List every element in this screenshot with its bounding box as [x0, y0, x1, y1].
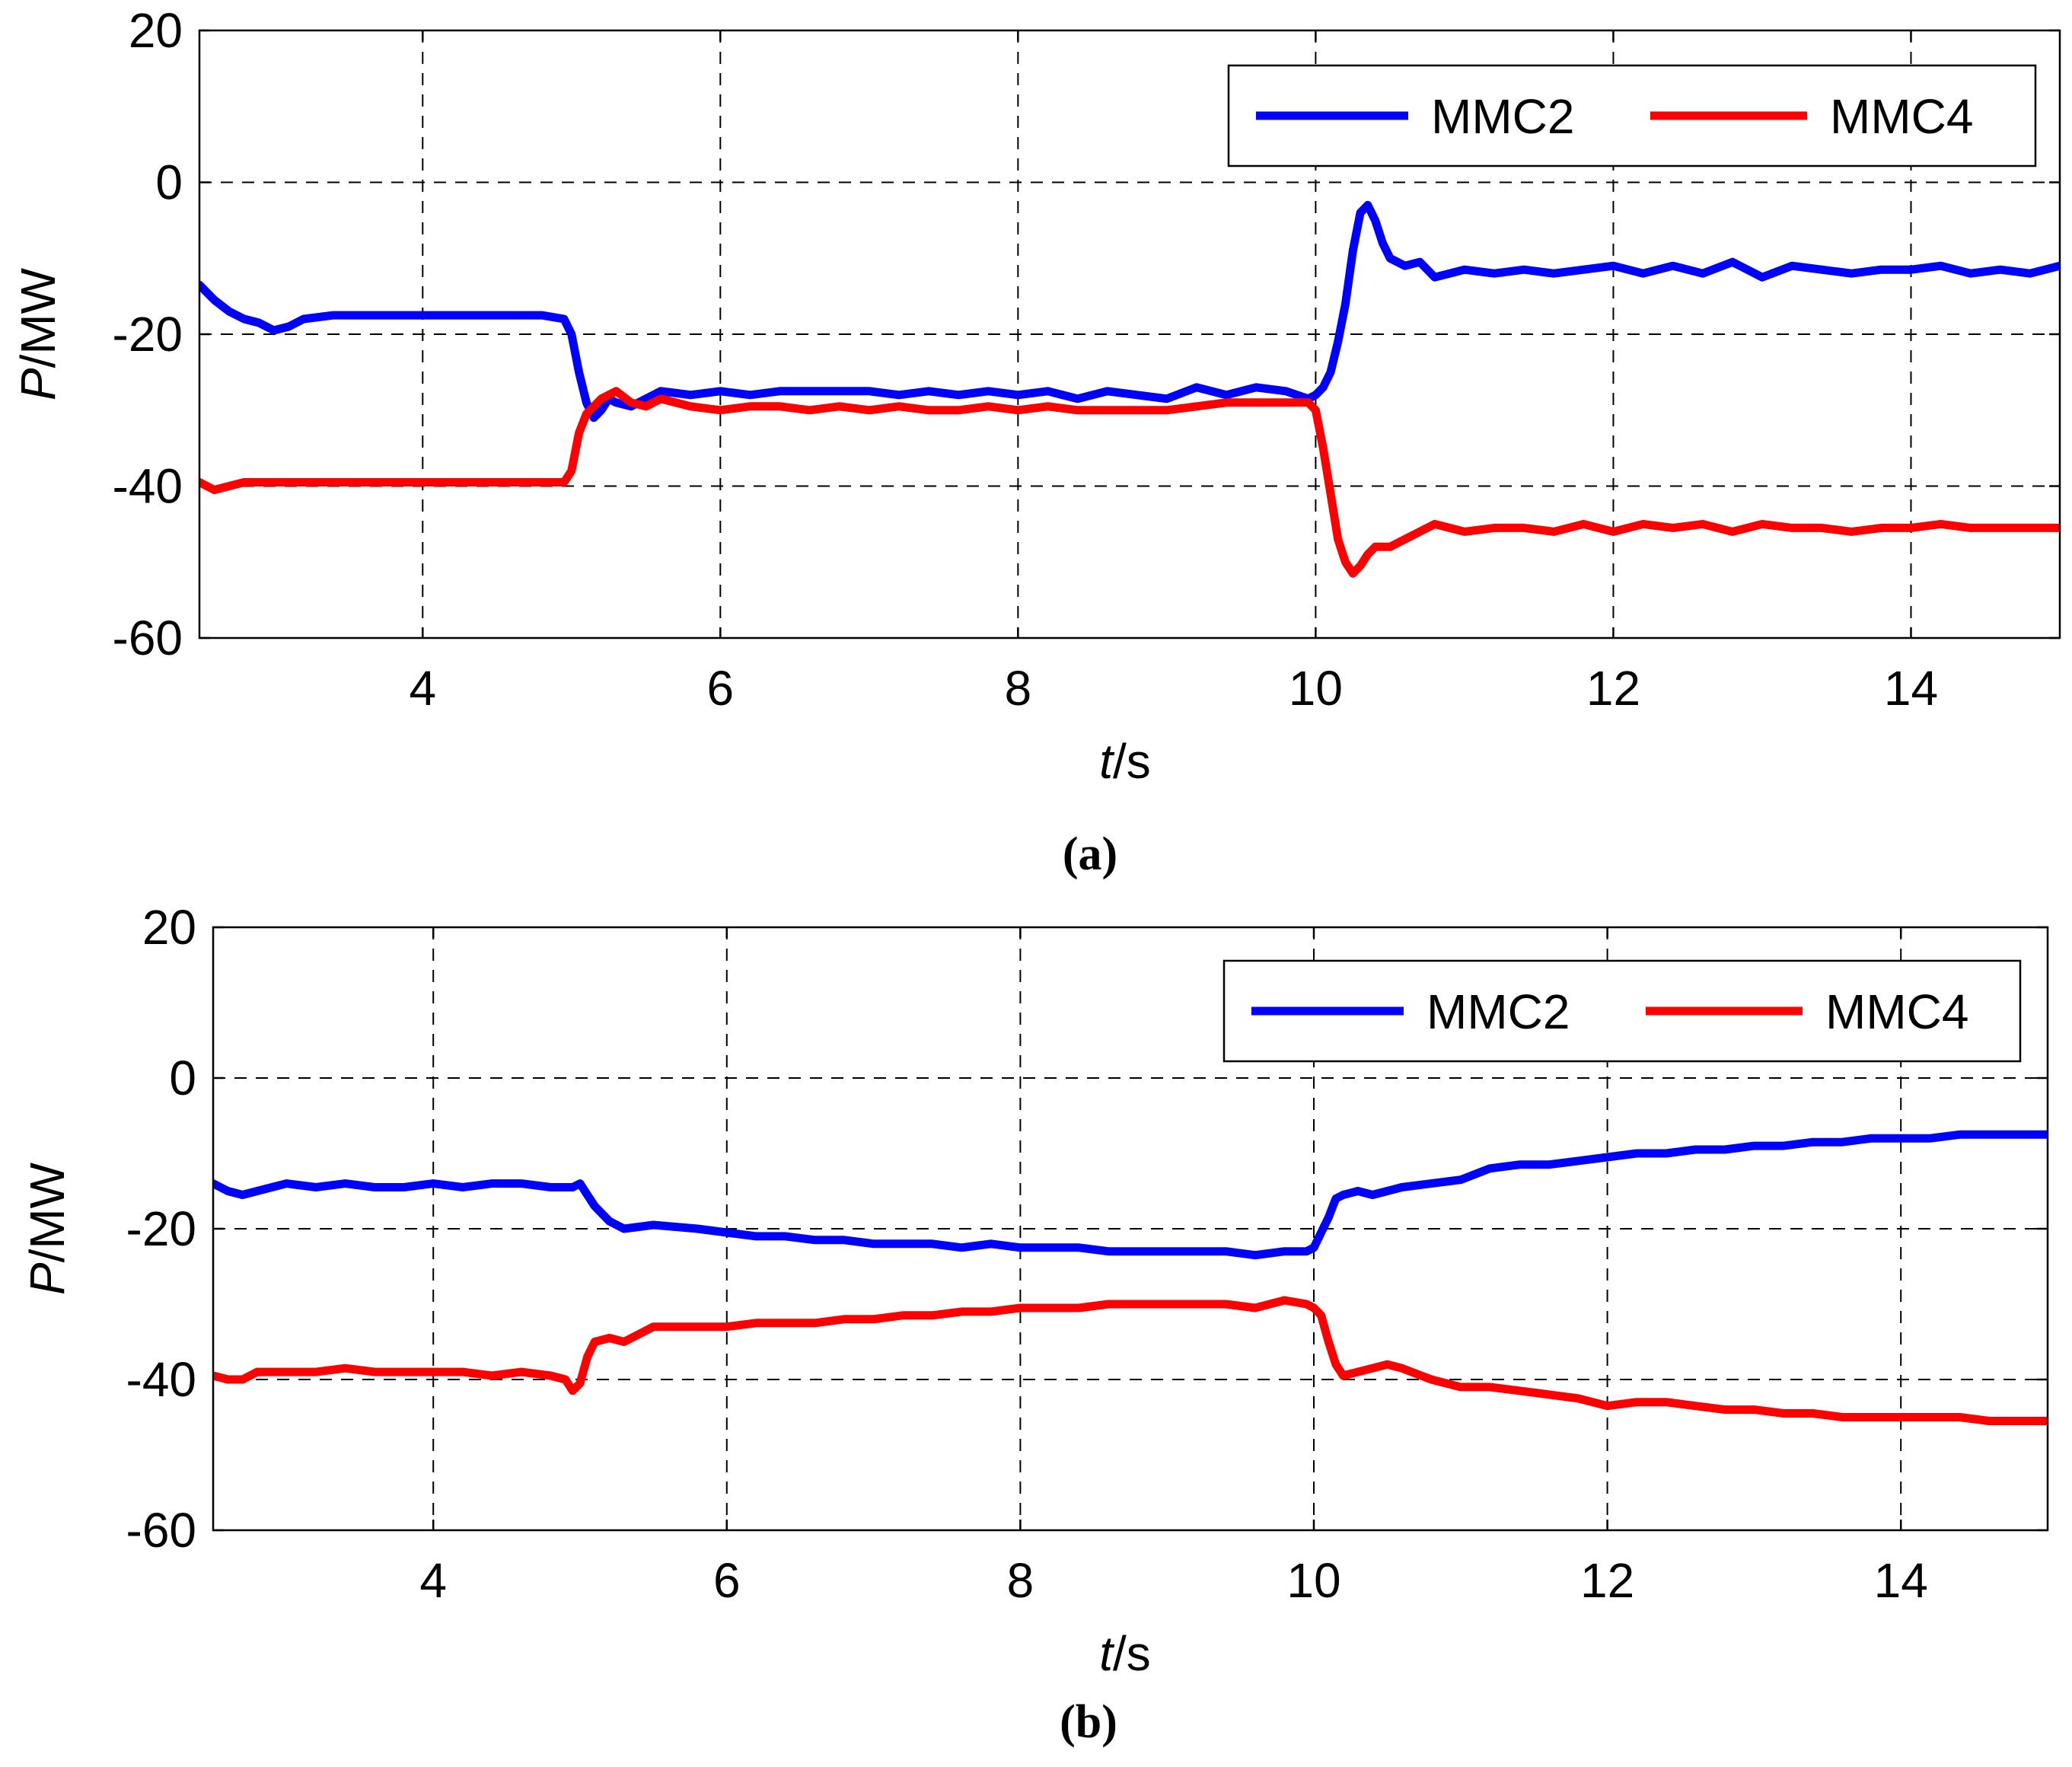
x-tick-label: 10	[1286, 1553, 1340, 1608]
x-tick-label: 10	[1289, 661, 1343, 716]
x-axis-title: t/s	[1099, 1626, 1151, 1681]
y-tick-label: 0	[155, 155, 183, 210]
x-axis-title: t/s	[1099, 734, 1151, 789]
chart-panel-b: 4 6 8 10 12 14 20 0 -20 -40 -60 MMC2 MMC4 t/s P/MW (b)	[20, 900, 2049, 1748]
legend-label-mmc2: MMC2	[1431, 89, 1574, 144]
plot-area	[213, 1130, 2048, 1425]
panel-caption: (b)	[1060, 1696, 1117, 1748]
y-tick-label: -60	[113, 611, 183, 665]
y-tick-label: -20	[126, 1201, 197, 1256]
y-tick-label: 20	[129, 3, 183, 58]
x-tick-label: 8	[1005, 661, 1032, 716]
series-line-mmc2	[199, 200, 2060, 423]
x-tick-label: 4	[419, 1553, 447, 1608]
legend-label-mmc4: MMC4	[1830, 89, 1973, 144]
series-line-mmc2	[213, 1130, 2048, 1260]
axes-frame	[212, 926, 2049, 1532]
y-tick-label: -60	[126, 1503, 197, 1558]
x-tick-label: 8	[1007, 1553, 1034, 1608]
x-tick-label: 12	[1580, 1553, 1634, 1608]
y-tick-label: 20	[142, 900, 196, 955]
x-tick-label: 6	[707, 661, 735, 716]
series-line-mmc4	[213, 1296, 2048, 1425]
panel-caption: (a)	[1063, 828, 1117, 880]
y-tick-label: 0	[169, 1051, 196, 1105]
series-line-mmc4	[199, 387, 2060, 578]
chart-panel-a: 4 6 8 10 12 14 20 0 -20 -40 -60 MMC2 MMC4 t/s P/MW (a)	[11, 3, 2061, 880]
x-tick-label: 14	[1874, 1553, 1928, 1608]
legend: MMC2 MMC4	[1222, 959, 2022, 1063]
legend: MMC2 MMC4	[1227, 64, 2037, 167]
y-axis-title: P/MW	[20, 1162, 75, 1295]
y-tick-label: -20	[113, 307, 183, 362]
plot-area	[199, 200, 2060, 578]
y-axis-title: P/MW	[11, 267, 65, 400]
y-tick-label: -40	[126, 1352, 197, 1407]
legend-label-mmc4: MMC4	[1825, 984, 1968, 1039]
legend-label-mmc2: MMC2	[1426, 984, 1570, 1039]
x-tick-label: 12	[1586, 661, 1640, 716]
axes-frame	[198, 29, 2061, 640]
x-tick-label: 4	[409, 661, 436, 716]
x-tick-label: 14	[1884, 661, 1938, 716]
x-tick-label: 6	[713, 1553, 741, 1608]
y-tick-label: -40	[113, 459, 183, 514]
